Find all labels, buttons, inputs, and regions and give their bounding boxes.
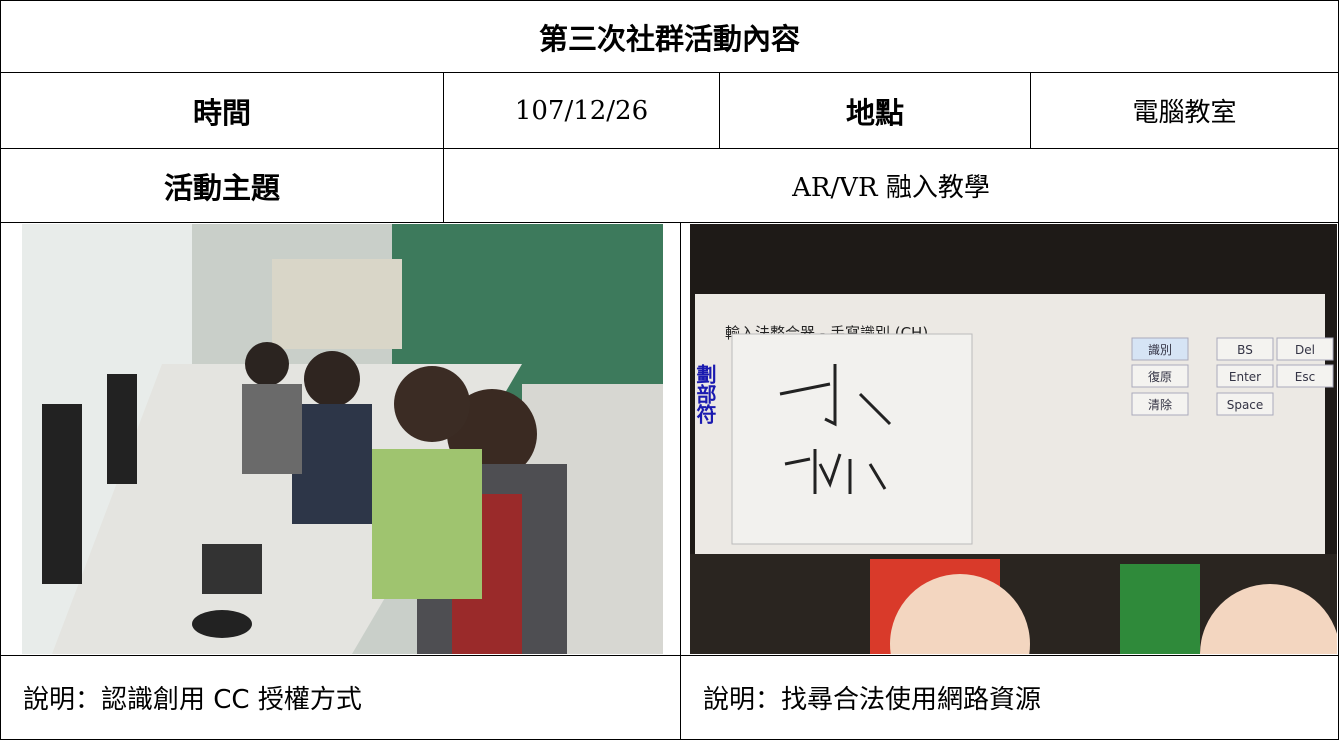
title: 第三次社群活動內容 [0, 0, 1339, 73]
side-label: 劃部符 [693, 364, 717, 424]
screen-button [1216, 337, 1274, 361]
classroom-image [22, 224, 663, 654]
screen-button-label: 識別 [1148, 343, 1172, 357]
screen-button [1276, 337, 1334, 361]
screen-button-label: Space [1227, 398, 1264, 412]
label-cell: 時間 [0, 72, 444, 149]
screen-button [1216, 392, 1274, 416]
screen-button [1216, 364, 1274, 388]
classroom-photo [22, 224, 663, 654]
screen-button [1131, 364, 1189, 388]
label-cell: 地點 [719, 72, 1031, 149]
screen-button [1131, 392, 1189, 416]
screen-button-label: 清除 [1148, 397, 1172, 412]
screen-button-label: BS [1237, 343, 1253, 357]
label-cell: 活動主題 [0, 148, 444, 223]
screen-button-label: Enter [1229, 370, 1261, 384]
caption: 說明：找尋合法使用網路資源 [680, 655, 1339, 740]
screen-button [1131, 337, 1189, 361]
caption: 說明：認識創用 CC 授權方式 [0, 655, 681, 740]
screen-button-label: Esc [1295, 370, 1315, 384]
value-cell: AR/VR 融入教學 [443, 148, 1339, 223]
screen-button-label: Del [1295, 343, 1315, 357]
screen-photo: 輸入法整合器 - 手寫識別 (CH) 劃部符 識別 復原 清除 BS Del Enter E… [690, 224, 1337, 654]
value-cell: 電腦教室 [1030, 72, 1339, 149]
value-cell: 107/12/26 [443, 72, 720, 149]
screen-button [1276, 364, 1334, 388]
screen-button-label: 復原 [1148, 369, 1172, 384]
